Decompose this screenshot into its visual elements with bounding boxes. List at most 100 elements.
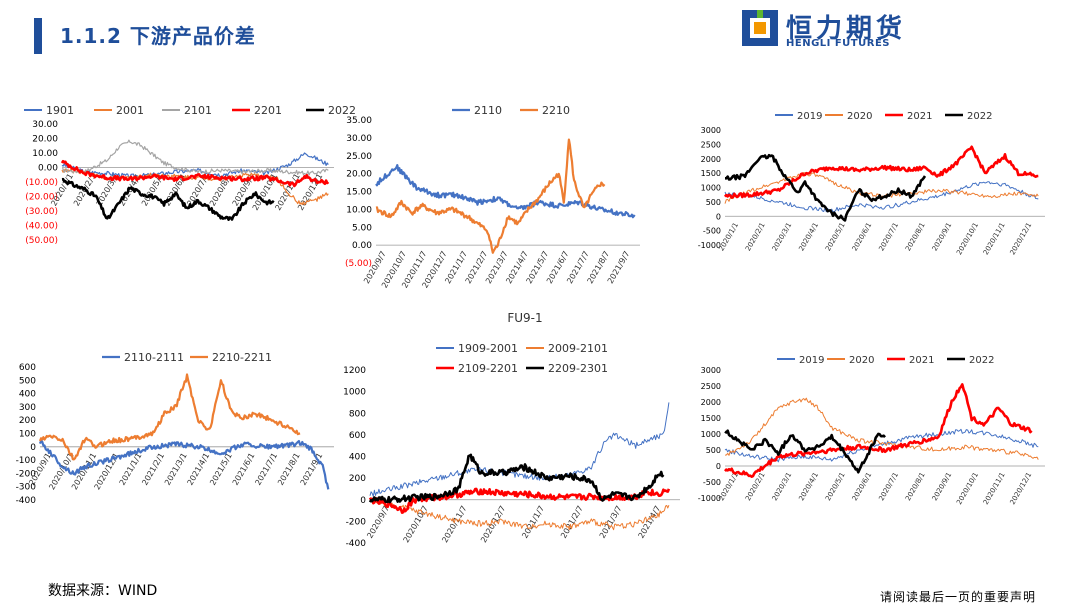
y-tick-label: 10.00	[346, 205, 372, 215]
y-tick-label: 1000	[343, 388, 366, 398]
y-tick-label: 2500	[701, 140, 721, 149]
x-tick-label: 2020/11/1	[982, 221, 1007, 256]
x-tick-label: 2021/4/1	[186, 451, 212, 487]
y-tick-label: 1000	[701, 184, 721, 193]
y-tick-label: 1200	[343, 366, 366, 376]
y-tick-label: 20.00	[346, 170, 372, 180]
legend-label: 2021	[907, 111, 932, 122]
y-tick-label: 3000	[701, 126, 721, 135]
y-tick-label: 400	[19, 390, 36, 400]
x-tick-label: 2020/11/7	[440, 504, 468, 544]
y-tick-label: -1000	[698, 494, 721, 503]
y-tick-label: 600	[19, 363, 36, 373]
series-line-2210-2211	[38, 373, 301, 461]
y-tick-label: -400	[16, 496, 37, 506]
x-tick-label: 2020/4/1	[797, 221, 820, 252]
y-tick-label: 0	[716, 212, 721, 221]
chart-2110-2111-spread: 6005004003002001000-100-200-300-4002020/…	[16, 351, 334, 506]
logo-mark-icon	[742, 10, 778, 46]
y-tick-label: 800	[349, 409, 366, 419]
y-tick-label: -100	[16, 456, 37, 466]
x-tick-label: 2021/5/1	[208, 451, 234, 487]
chart-seasonal-top: 300025002000150010005000-500-10002020/1/…	[698, 111, 1045, 256]
x-tick-label: 2021/4/7	[637, 504, 663, 540]
x-tick-label: 2020/3/1	[771, 221, 794, 252]
y-tick-label: -300	[16, 483, 37, 493]
legend-label: 2020	[849, 355, 874, 366]
title-accent-bar	[34, 18, 42, 54]
chart-title: FU9-1	[507, 311, 542, 325]
y-tick-label: -1000	[698, 241, 721, 250]
y-tick-label: 30.00	[346, 134, 372, 144]
y-tick-label: 300	[19, 403, 36, 413]
x-tick-label: 2020/7/1	[877, 221, 900, 252]
legend-label: 2009-2101	[548, 342, 608, 355]
series-line-2022	[61, 177, 275, 221]
y-tick-label: 0	[30, 443, 36, 453]
y-tick-label: 0.00	[352, 241, 372, 251]
x-tick-label: 2021/1/7	[520, 504, 546, 540]
series-line-2110	[375, 164, 636, 219]
x-tick-label: 2020/5/1	[824, 221, 847, 252]
x-tick-label: 2020/10/1	[955, 471, 980, 506]
disclaimer: 请阅读最后一页的重要声明	[880, 590, 1037, 604]
series-line-2019	[724, 181, 1039, 213]
y-tick-label: 20.00	[32, 135, 58, 145]
chart-2110-2210-spread: 35.00 30.00 25.00 20.00 15.00 10.00 5.00 0.00 (5…	[345, 104, 640, 290]
y-tick-label: 25.00	[346, 152, 372, 162]
y-tick-label: 5.00	[352, 223, 372, 233]
y-tick-label: 0	[716, 462, 721, 471]
legend-label: 2209-2301	[548, 362, 608, 375]
y-tick-label: 35.00	[346, 116, 372, 126]
series-line-2020	[724, 397, 1039, 460]
x-tick-label: 2020/10/1	[955, 221, 980, 256]
legend-label: 2022	[328, 104, 356, 117]
legend-label: 2201	[254, 104, 282, 117]
x-tick-label: 2020/11/1	[982, 471, 1007, 506]
y-tick-label: 200	[349, 474, 366, 484]
legend-label: 2210	[542, 104, 570, 117]
x-tick-label: 2020/6/1	[851, 471, 874, 502]
series-line-2021	[723, 145, 1039, 199]
x-tick-label: 2020/12/7	[479, 504, 507, 544]
logo-en-text: HENGLI FUTURES	[786, 38, 890, 49]
legend-label: 1901	[46, 104, 74, 117]
x-tick-label: 2021/3/1	[163, 451, 189, 487]
x-tick-label: 2020/12/1	[1009, 221, 1034, 256]
x-tick-label: 2020/9/7	[365, 504, 391, 540]
y-tick-label: 500	[706, 198, 721, 207]
y-tick-label: (10.00)	[25, 178, 58, 188]
legend-label: 2022	[967, 111, 992, 122]
legend-label: 1909-2001	[458, 342, 518, 355]
x-tick-label: 2021/9/1	[299, 451, 325, 487]
y-tick-label: 600	[349, 431, 366, 441]
y-tick-label: (40.00)	[25, 222, 58, 232]
series-line-2021	[724, 383, 1033, 478]
legend-label: 2210-2211	[212, 351, 272, 364]
x-tick-label: 2020/7/1	[877, 471, 900, 502]
y-tick-label: 10.00	[32, 149, 58, 159]
legend-label: 2022	[969, 355, 994, 366]
y-tick-label: 2500	[701, 382, 721, 391]
x-tick-label: 2020/12/1	[1009, 471, 1034, 506]
series-line-1909-2001	[369, 402, 670, 497]
y-tick-label: 200	[19, 416, 36, 426]
x-tick-label: 2021/6/1	[231, 451, 257, 487]
y-tick-label: 1500	[701, 169, 721, 178]
series-line-2201	[60, 159, 330, 188]
x-tick-label: 2020/6/1	[851, 221, 874, 252]
series-line-2210	[375, 138, 606, 254]
chart-seasonal-bottom: 300025002000150010005000-500-10002020/1/…	[698, 355, 1045, 506]
legend-label: 2110-2111	[124, 351, 184, 364]
legend-label: 2109-2201	[458, 362, 518, 375]
x-tick-label: 2020/4/1	[797, 471, 820, 502]
y-tick-label: 2000	[701, 398, 721, 407]
y-tick-label: 500	[706, 446, 721, 455]
company-logo: 恒力期货 HENGLI FUTURES	[742, 10, 912, 54]
logo-cn-text: 恒力期货	[786, 14, 907, 44]
y-tick-label: (20.00)	[25, 193, 58, 203]
series-line-1901	[61, 152, 329, 179]
legend-label: 2101	[184, 104, 212, 117]
data-source: 数据来源：WIND	[48, 583, 158, 599]
y-tick-label: 0	[360, 496, 366, 506]
